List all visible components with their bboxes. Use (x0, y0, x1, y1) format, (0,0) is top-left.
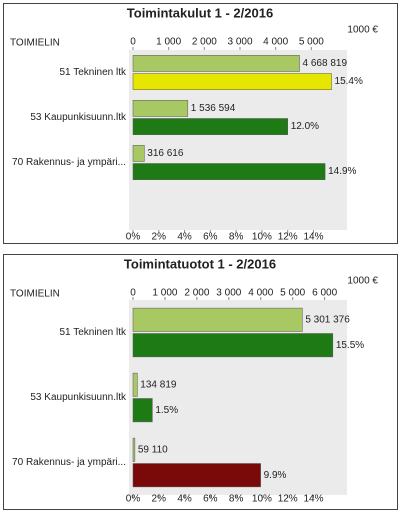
value-label: 4 668 819 (303, 58, 348, 69)
x2-tick-label: 3 000 (227, 37, 252, 48)
x2-tick-label: 0 (130, 288, 136, 299)
category-label: 53 Kaupunkisuunn.ltk (30, 112, 127, 123)
bar (132, 118, 288, 135)
category-label: 70 Rakennus- ja ympäri... (12, 157, 126, 168)
value-label: 134 819 (140, 379, 177, 390)
x-tick-label: 8% (229, 494, 244, 505)
bar (132, 333, 334, 358)
x-tick-label: 6% (203, 494, 218, 505)
x-tick-label: 14% (303, 232, 323, 243)
value-label: 59 110 (138, 444, 168, 455)
value-label: 15.4% (335, 76, 363, 87)
bar (132, 437, 136, 462)
x2-tick-label: 6 000 (312, 288, 337, 299)
x-tick-label: 8% (229, 232, 244, 243)
value-label: 15.5% (336, 340, 364, 351)
value-label: 12.0% (291, 121, 319, 132)
x2-tick-label: 1 000 (156, 37, 181, 48)
plot-area (129, 300, 347, 495)
x-tick-label: 0% (126, 232, 141, 243)
x-tick-label: 2% (152, 232, 167, 243)
bar (132, 55, 300, 72)
chart-title: Toimintakulut 1 - 2/2016 (127, 5, 273, 20)
x2-tick-label: 5 000 (280, 288, 305, 299)
bar (132, 307, 303, 332)
bar (132, 372, 138, 397)
axis-label: TOIMIELIN (10, 289, 60, 300)
x-tick-label: 10% (252, 232, 272, 243)
bar (132, 73, 332, 90)
value-label: 316 616 (147, 148, 184, 159)
category-label: 53 Kaupunkisuunn.ltk (30, 392, 127, 403)
x2-tick-label: 0 (130, 37, 136, 48)
x-tick-label: 0% (126, 494, 141, 505)
x2-tick-label: 5 000 (299, 37, 324, 48)
unit-label: 1000 € (347, 276, 378, 287)
x2-tick-label: 2 000 (192, 37, 217, 48)
x2-tick-label: 1 000 (152, 288, 177, 299)
x-tick-label: 6% (203, 232, 218, 243)
x-tick-label: 10% (252, 494, 272, 505)
category-label: 70 Rakennus- ja ympäri... (12, 457, 126, 468)
x2-tick-label: 4 000 (248, 288, 273, 299)
x2-tick-label: 4 000 (263, 37, 288, 48)
value-label: 1.5% (155, 405, 178, 416)
x-tick-label: 2% (152, 494, 167, 505)
value-label: 5 301 376 (305, 314, 350, 325)
bar (132, 398, 153, 423)
unit-label: 1000 € (347, 25, 378, 36)
value-label: 14.9% (328, 166, 356, 177)
x-tick-label: 14% (303, 494, 323, 505)
category-label: 51 Tekninen ltk (59, 67, 127, 78)
bar (132, 100, 189, 117)
x2-tick-label: 2 000 (184, 288, 209, 299)
x-tick-label: 4% (177, 232, 192, 243)
category-label: 51 Tekninen ltk (59, 327, 127, 338)
axis-label: TOIMIELIN (10, 38, 60, 49)
chart-title: Toimintatuotot 1 - 2/2016 (124, 256, 276, 271)
bar (132, 163, 326, 180)
x-tick-label: 12% (278, 494, 298, 505)
bar (132, 463, 261, 488)
value-label: 9.9% (264, 470, 287, 481)
x-tick-label: 4% (177, 494, 192, 505)
value-label: 1 536 594 (191, 103, 236, 114)
x2-tick-label: 3 000 (216, 288, 241, 299)
x-tick-label: 12% (278, 232, 298, 243)
bar (132, 145, 145, 162)
